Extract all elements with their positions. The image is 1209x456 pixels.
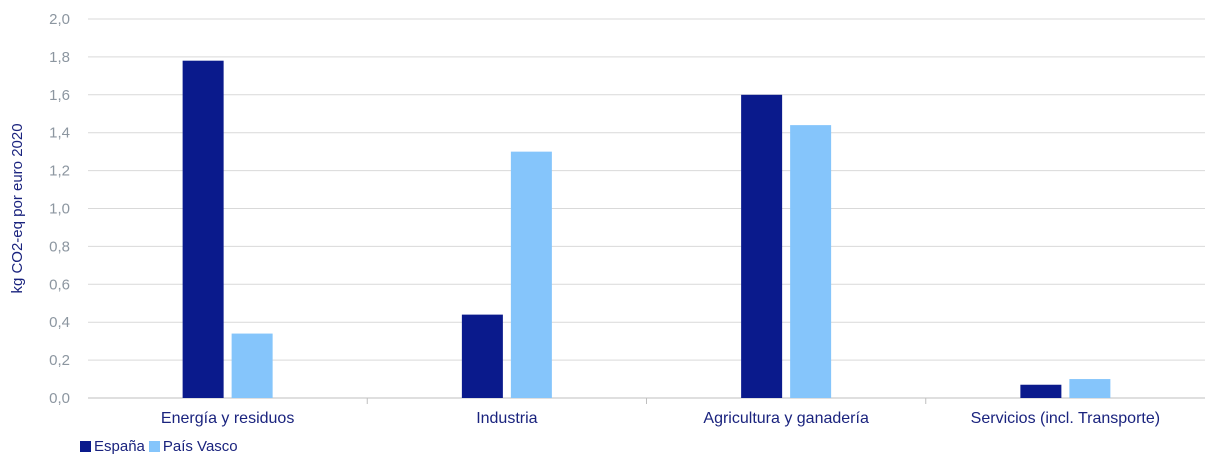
y-tick-label: 0,0: [49, 390, 70, 407]
bar-espana: [461, 314, 503, 398]
y-tick-label: 1,2: [49, 163, 70, 180]
y-tick-label: 1,0: [49, 201, 70, 218]
bar-pais-vasco: [1069, 379, 1111, 398]
y-tick-label: 0,6: [49, 276, 70, 293]
y-axis-title: kg CO2-eq por euro 2020: [9, 123, 26, 293]
y-tick-label: 0,8: [49, 238, 70, 255]
y-tick-label: 1,8: [49, 49, 70, 66]
legend: España País Vasco: [80, 438, 242, 455]
y-tick-label: 0,2: [49, 352, 70, 369]
legend-item-pais-vasco: País Vasco: [148, 438, 238, 455]
bar-espana: [182, 60, 224, 398]
bar-pais-vasco: [231, 333, 273, 398]
x-category-label: Energía y residuos: [161, 410, 294, 427]
legend-swatch-pais-vasco: [148, 441, 160, 452]
y-tick-label: 1,6: [49, 87, 70, 104]
bar-pais-vasco: [790, 125, 832, 399]
legend-swatch-espana: [80, 441, 91, 452]
bar-pais-vasco: [510, 151, 552, 398]
legend-item-espana: España: [80, 438, 145, 455]
y-tick-label: 1,4: [49, 125, 70, 142]
y-tick-label: 0,4: [49, 314, 70, 331]
legend-label-espana: España: [94, 438, 145, 455]
bar-espana: [1020, 384, 1062, 398]
legend-label-pais-vasco: País Vasco: [162, 438, 238, 455]
y-tick-label: 2,0: [49, 11, 70, 28]
bar-espana: [741, 94, 783, 399]
x-category-label: Servicios (incl. Transporte): [971, 410, 1160, 427]
x-category-label: Agricultura y ganadería: [703, 410, 869, 427]
x-category-label: Industria: [476, 410, 537, 427]
bar-chart: 0,0 0,2 0,4 0,6 0,8 1,0 1,2 1,4 1,6 1,8 2,0 kg CO2-…: [9, 11, 1205, 427]
